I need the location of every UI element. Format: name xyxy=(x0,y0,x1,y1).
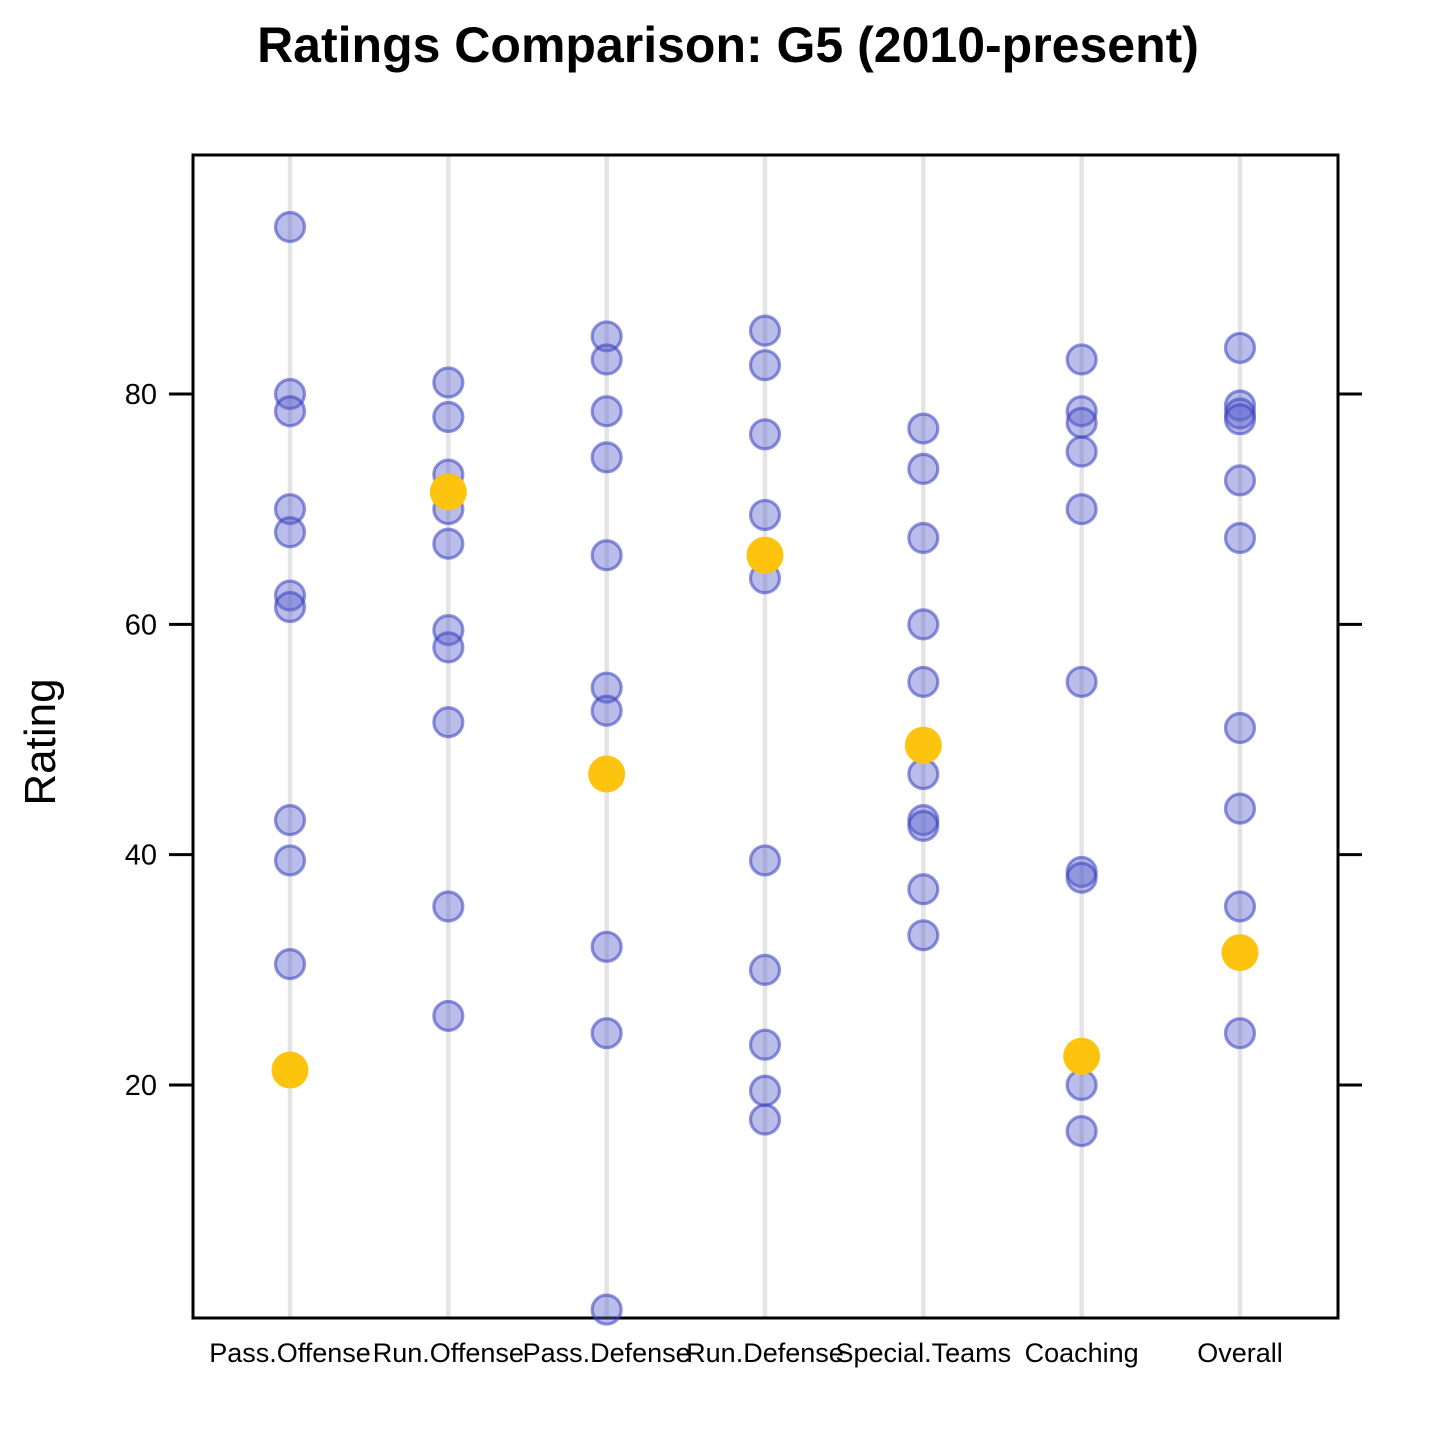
blue-dot xyxy=(748,418,782,451)
blue-dot xyxy=(432,527,465,560)
gold-dot xyxy=(746,536,784,574)
blue-dot xyxy=(1065,435,1098,468)
blue-dot xyxy=(1223,521,1257,555)
blue-dot xyxy=(432,366,465,399)
blue-dot xyxy=(590,671,623,704)
blue-dot xyxy=(1065,665,1098,699)
blue-dot xyxy=(273,395,307,428)
gold-dot xyxy=(1221,934,1259,972)
blue-dot xyxy=(748,1074,782,1107)
blue-dot xyxy=(748,953,782,986)
x-category-label: Coaching xyxy=(1025,1338,1139,1368)
blue-dot xyxy=(432,999,465,1033)
blue-dot xyxy=(273,377,307,411)
blue-dot xyxy=(432,890,465,923)
blue-dot xyxy=(273,493,307,526)
blue-dot xyxy=(1065,493,1098,526)
blue-dot xyxy=(273,579,307,612)
blue-dot xyxy=(1223,711,1257,745)
blue-dot xyxy=(590,395,623,428)
blue-dot xyxy=(748,1028,782,1061)
blue-dot xyxy=(432,400,465,434)
blue-dot xyxy=(907,919,940,952)
chart-title: Ratings Comparison: G5 (2010-present) xyxy=(257,17,1199,73)
x-category-label: Overall xyxy=(1197,1338,1283,1368)
blue-dot xyxy=(748,498,782,532)
blue-dot xyxy=(1065,343,1098,376)
blue-dot xyxy=(748,349,782,382)
blue-dot xyxy=(1223,331,1257,365)
gold-dot xyxy=(271,1051,309,1089)
plot-box xyxy=(191,153,1340,1320)
blue-dot xyxy=(1223,890,1257,923)
x-category-label: Pass.Defense xyxy=(523,1338,691,1368)
blue-dot xyxy=(590,930,623,963)
y-tick-label: 40 xyxy=(125,840,157,872)
blue-dot xyxy=(273,590,307,624)
blue-dot xyxy=(1065,1068,1098,1102)
blue-dot xyxy=(1065,1114,1098,1148)
blue-dot xyxy=(1065,861,1098,894)
blue-dot xyxy=(432,631,465,664)
x-category-label: Run.Defense xyxy=(686,1338,844,1368)
gold-dot xyxy=(904,726,942,764)
blue-dot xyxy=(273,516,307,549)
blue-dot xyxy=(1223,403,1257,436)
blue-dot xyxy=(748,844,782,877)
gold-dot xyxy=(1063,1037,1101,1075)
x-category-label: Run.Offense xyxy=(373,1338,524,1368)
blue-dot xyxy=(273,947,307,981)
blue-dot xyxy=(907,521,940,555)
blue-dot xyxy=(273,210,307,244)
blue-dot xyxy=(1065,406,1098,439)
blue-dot xyxy=(907,873,940,906)
blue-dot xyxy=(590,539,623,572)
x-category-label: Pass.Offense xyxy=(209,1338,371,1368)
blue-dot xyxy=(907,757,940,791)
blue-dot xyxy=(590,1017,623,1050)
blue-dot xyxy=(590,320,623,353)
blue-dot xyxy=(907,412,940,445)
blue-dot xyxy=(590,343,623,376)
blue-dot xyxy=(907,665,940,699)
blue-dot xyxy=(748,314,782,347)
blue-dot xyxy=(748,1103,782,1136)
blue-dot xyxy=(590,694,623,727)
blue-dot xyxy=(1223,464,1257,497)
blue-dot xyxy=(907,452,940,485)
y-tick-label: 20 xyxy=(125,1070,157,1102)
blue-dot xyxy=(273,804,307,837)
x-category-label: Special.Teams xyxy=(836,1338,1012,1368)
blue-dot xyxy=(432,706,465,739)
blue-dot xyxy=(907,608,940,641)
blue-dot xyxy=(1065,395,1098,428)
blue-dot xyxy=(1223,792,1257,825)
blue-dot xyxy=(273,844,307,877)
gold-dot xyxy=(588,755,626,793)
blue-dot xyxy=(432,613,465,647)
blue-dot xyxy=(590,1293,623,1326)
blue-dot xyxy=(907,809,940,842)
y-tick-label: 80 xyxy=(125,379,157,411)
blue-dot xyxy=(1223,1017,1257,1050)
y-tick-label: 60 xyxy=(125,609,157,641)
gold-dot xyxy=(429,473,467,511)
blue-dot xyxy=(590,441,623,474)
